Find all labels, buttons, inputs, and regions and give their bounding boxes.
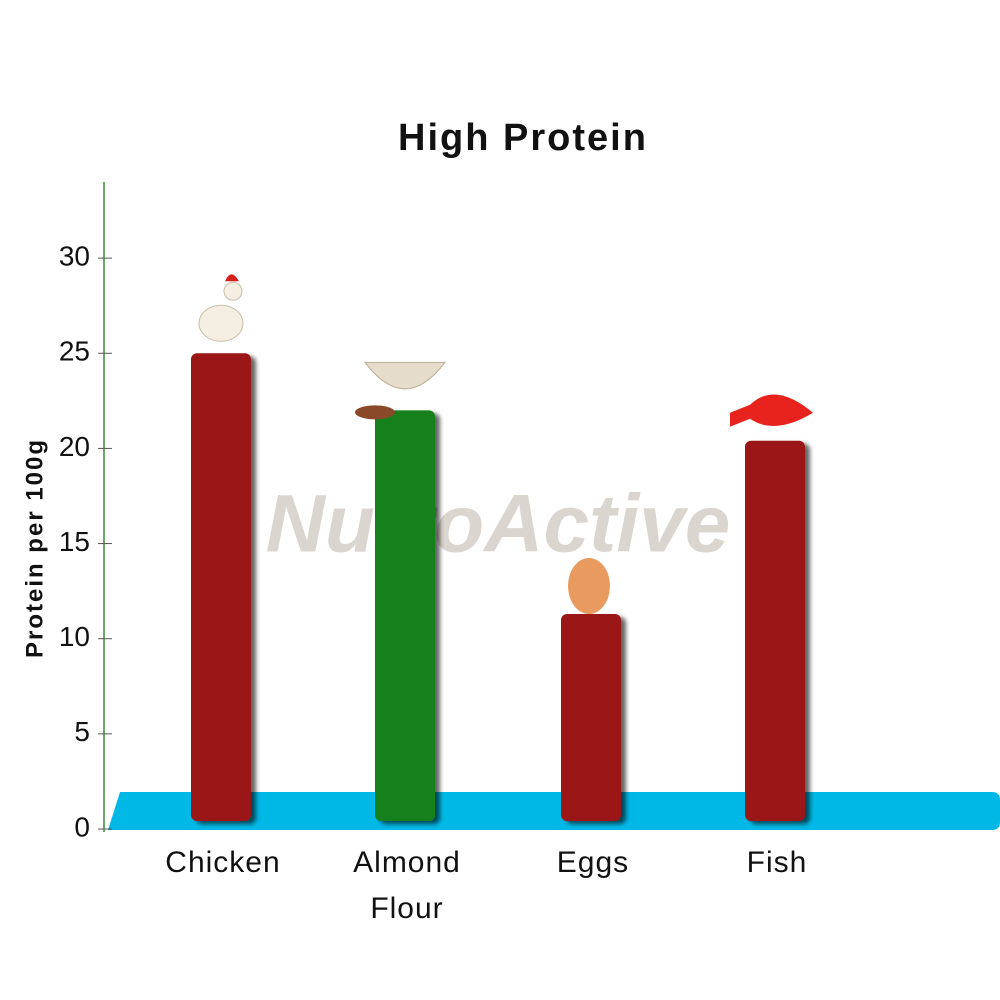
- y-tick-label: 10: [59, 621, 90, 652]
- bowl-icon: [363, 361, 447, 390]
- fish-icon: [730, 394, 813, 427]
- y-tick-label: 30: [59, 241, 90, 272]
- y-tick-label: 15: [59, 526, 90, 557]
- x-tick-label: Fish: [746, 846, 808, 879]
- y-axis-label: Protein per 100g: [21, 438, 48, 658]
- food-icons: [198, 274, 813, 614]
- x-tick-label: Almond Flour: [353, 846, 461, 925]
- chicken-comb: [225, 274, 239, 282]
- x-tick-label: Chicken: [165, 846, 281, 879]
- x-tick-label: Eggs: [556, 846, 630, 879]
- bar: [375, 410, 435, 821]
- chart-title: High Protein: [398, 117, 648, 159]
- almonds-icon: [355, 405, 395, 420]
- y-tick-label: 20: [59, 431, 90, 462]
- bar: [745, 440, 805, 821]
- chicken-icon: [198, 304, 244, 342]
- bar: [191, 353, 251, 821]
- watermark: NutroActive: [266, 479, 731, 570]
- egg-icon: [568, 557, 610, 614]
- y-tick-label: 5: [74, 716, 90, 747]
- bar: [561, 613, 621, 821]
- y-tick-label: 0: [74, 811, 90, 842]
- chicken-head: [223, 281, 243, 301]
- y-tick-label: 25: [59, 336, 90, 367]
